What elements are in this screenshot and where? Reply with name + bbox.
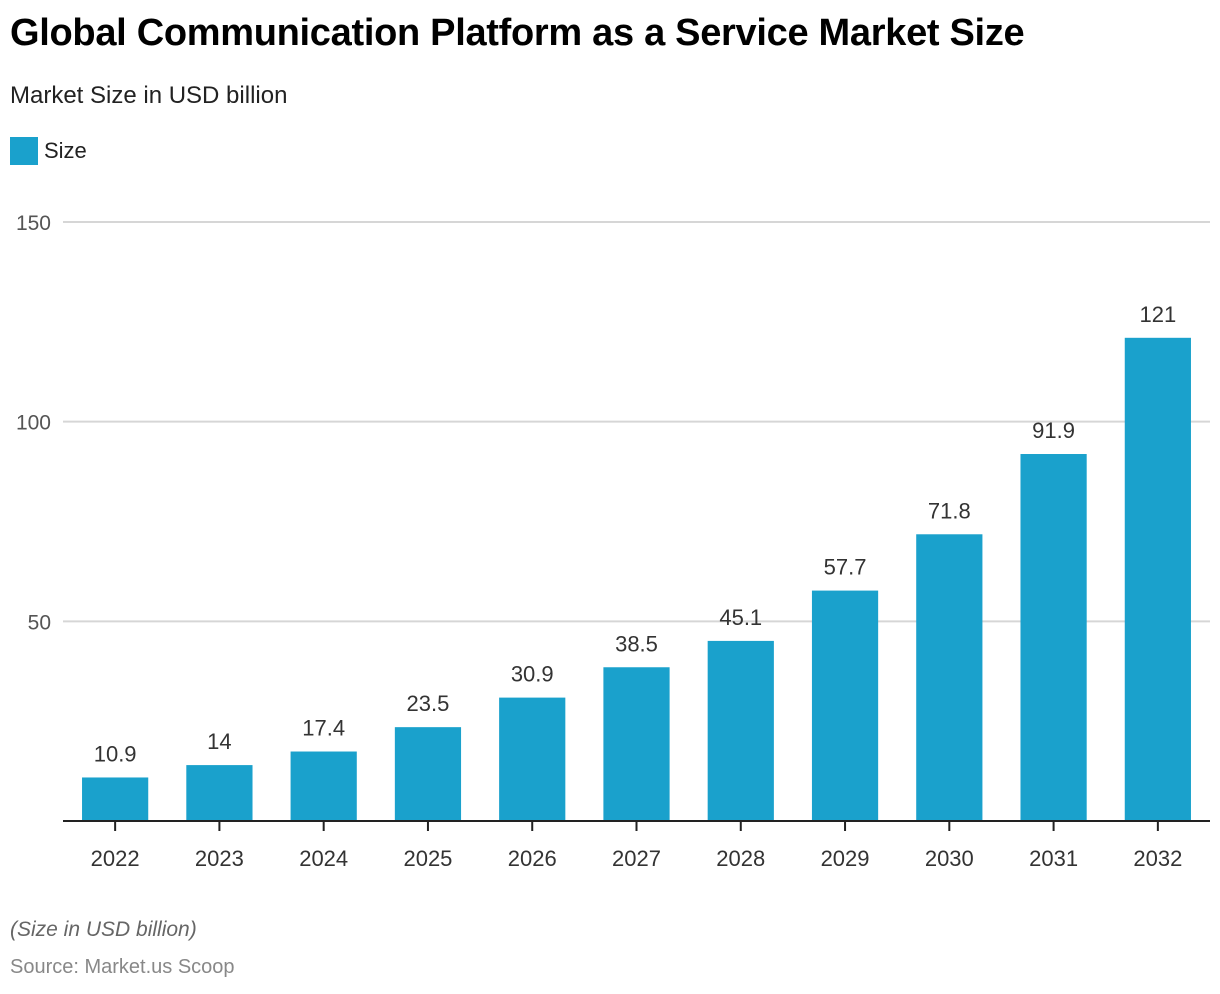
data-label: 57.7 [824,555,867,580]
y-tick-label: 50 [28,611,51,634]
legend-swatch [10,137,38,165]
data-label: 71.8 [928,498,971,523]
bars [82,337,1191,821]
data-label: 30.9 [511,662,554,687]
bar [603,667,670,821]
bar [707,640,774,821]
data-label: 91.9 [1032,418,1075,443]
data-label: 10.9 [94,741,137,766]
data-label: 17.4 [302,716,345,741]
data-label: 38.5 [615,631,658,656]
chart-title: Global Communication Platform as a Servi… [10,12,1025,54]
x-tick-label: 2029 [821,846,870,871]
x-tick-label: 2025 [403,846,452,871]
x-tick-label: 2024 [299,846,348,871]
y-tick-label: 150 [16,212,51,235]
bar [82,777,149,821]
legend-label: Size [44,138,87,163]
data-label: 23.5 [407,691,450,716]
bar [916,534,983,821]
chart-subtitle: Market Size in USD billion [10,82,288,109]
bar [394,727,462,821]
bar [1124,337,1191,821]
x-tick-label: 2027 [612,846,661,871]
data-labels: 10.9 14 17.4 23.5 30.9 38.5 45.1 57.7 71.8 91.9 12… [94,302,1177,767]
x-tick-label: 2032 [1133,846,1182,871]
bar [499,697,566,821]
legend: Size [10,137,87,165]
x-tick-label: 2022 [91,846,140,871]
bar [290,751,357,821]
footnote: (Size in USD billion) [10,918,197,941]
x-axis-ticks: 2022 2023 2024 2025 2026 2027 2028 2029 2030 2031… [91,821,1182,871]
x-tick-label: 2028 [716,846,765,871]
x-tick-label: 2023 [195,846,244,871]
data-label: 45.1 [719,605,762,630]
bar [811,590,879,821]
y-tick-label: 100 [16,412,51,435]
gridlines [63,221,1210,623]
bar [1020,454,1087,821]
x-tick-label: 2030 [925,846,974,871]
x-tick-label: 2031 [1029,846,1078,871]
data-label: 121 [1140,302,1177,327]
data-label: 14 [207,729,231,754]
y-axis-ticks: 50 100 150 [16,212,51,634]
x-tick-label: 2026 [508,846,557,871]
bar [186,765,253,821]
source-note: Source: Market.us Scoop [10,956,235,978]
